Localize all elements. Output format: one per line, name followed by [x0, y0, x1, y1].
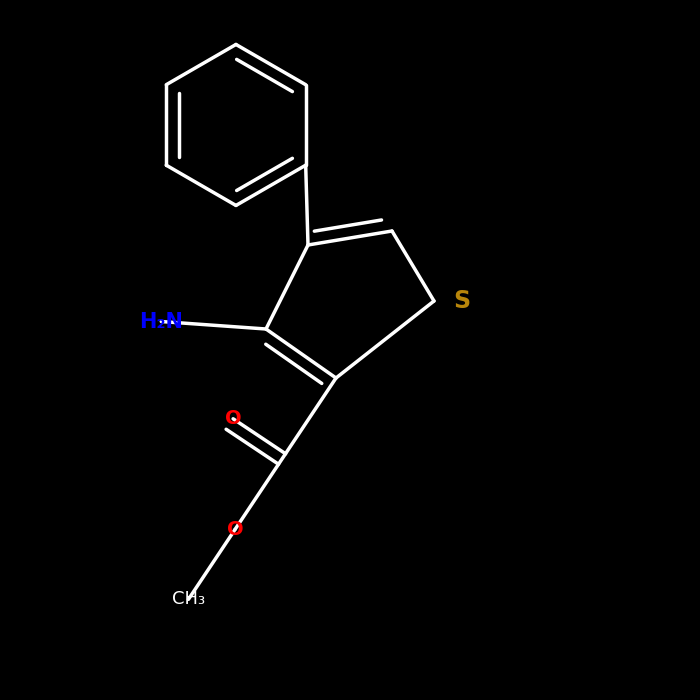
- Text: CH₃: CH₃: [172, 590, 205, 608]
- Text: O: O: [225, 410, 242, 428]
- Text: S: S: [454, 289, 470, 313]
- Text: H₂N: H₂N: [139, 312, 183, 332]
- Text: O: O: [227, 520, 244, 539]
